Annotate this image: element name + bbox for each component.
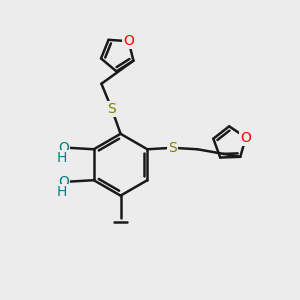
Text: H: H bbox=[56, 185, 67, 199]
Text: H: H bbox=[56, 151, 67, 165]
Text: S: S bbox=[168, 141, 177, 155]
Text: O: O bbox=[58, 141, 69, 155]
Text: O: O bbox=[240, 130, 251, 145]
Text: S: S bbox=[107, 102, 116, 116]
Text: O: O bbox=[58, 175, 69, 189]
Text: O: O bbox=[123, 34, 134, 48]
